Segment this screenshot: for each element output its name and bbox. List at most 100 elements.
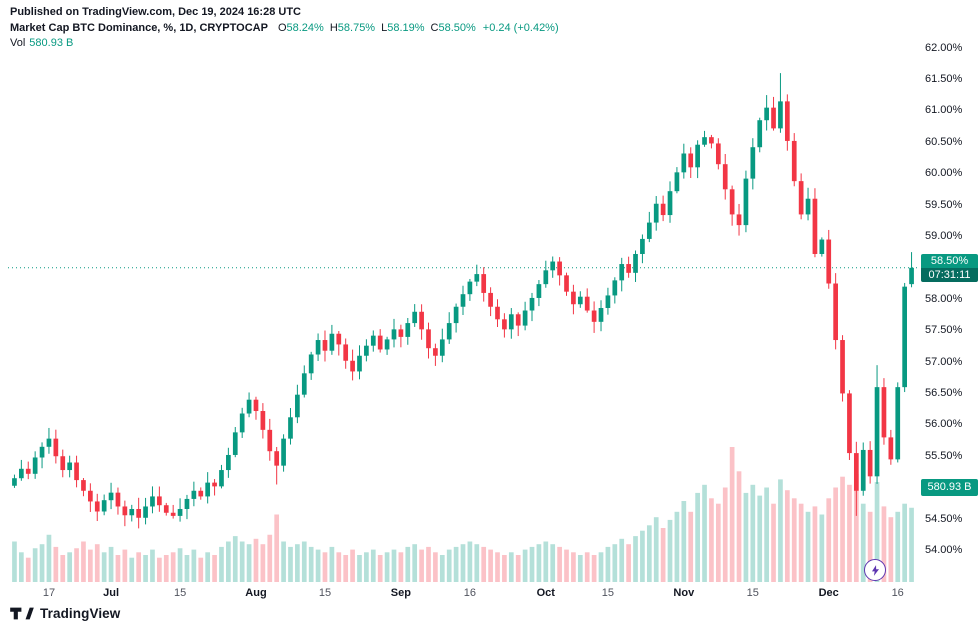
volume-bar xyxy=(46,534,52,582)
volume-bar xyxy=(826,498,832,582)
candle-body xyxy=(791,140,797,182)
candle-body xyxy=(74,462,79,481)
candle-body xyxy=(81,480,86,491)
volume-bar xyxy=(750,484,756,582)
volume-bar xyxy=(205,552,211,582)
volume-bar xyxy=(101,552,107,582)
candle-body xyxy=(881,387,887,438)
candle-body xyxy=(646,222,652,239)
current-price-value: 58.50% xyxy=(921,254,978,269)
candle-body xyxy=(53,438,59,457)
volume-bar xyxy=(364,552,369,582)
candle-body xyxy=(543,270,549,285)
candle-body xyxy=(460,294,466,307)
candle-body xyxy=(439,339,445,356)
candle-body xyxy=(764,107,769,121)
candle-body xyxy=(640,238,645,254)
candle-body xyxy=(88,490,93,502)
volume-bar xyxy=(377,555,383,582)
candle-body xyxy=(129,508,135,516)
volume-bar xyxy=(412,544,418,582)
volume-bar xyxy=(398,552,404,582)
volume-bar xyxy=(688,511,694,582)
candle-body xyxy=(281,438,286,466)
volume-bar xyxy=(736,471,742,582)
volume-bar xyxy=(315,549,321,582)
volume-bar xyxy=(115,555,121,582)
candle-body xyxy=(19,468,24,479)
volume-bar xyxy=(467,541,473,582)
candle-body xyxy=(702,137,707,145)
volume-bar xyxy=(660,528,666,582)
volume-bar xyxy=(729,447,735,582)
candle-body xyxy=(508,314,514,330)
candle-body xyxy=(778,101,783,129)
published-caption: Published on TradingView.com, Dec 19, 20… xyxy=(10,6,301,18)
change-value: +0.24 (+0.42%) xyxy=(482,22,559,34)
flash-icon[interactable] xyxy=(864,559,886,581)
volume-legend: Vol 580.93 B xyxy=(10,37,73,49)
candle-body xyxy=(212,482,217,487)
volume-bar xyxy=(847,484,852,582)
candle-body xyxy=(771,107,776,129)
volume-bar xyxy=(522,549,528,582)
volume-bar xyxy=(288,546,293,582)
candle-body xyxy=(295,394,300,418)
candle-body xyxy=(46,438,52,447)
candle-body xyxy=(474,274,480,282)
candle-body xyxy=(784,101,790,141)
candle-body xyxy=(101,500,107,512)
close-value: 58.50% xyxy=(438,22,476,34)
volume-bar xyxy=(591,555,597,582)
tradingview-footer[interactable]: TradingView xyxy=(9,605,120,622)
volume-bar xyxy=(39,544,45,582)
candle-body xyxy=(605,295,611,308)
candle-body xyxy=(122,506,128,516)
candle-body xyxy=(370,335,376,346)
candle-body xyxy=(633,253,638,273)
volume-bar xyxy=(888,517,894,582)
volume-bar xyxy=(633,536,638,582)
volume-bar xyxy=(481,546,487,582)
candle-body xyxy=(688,153,694,168)
volume-bar xyxy=(902,503,907,582)
volume-bar xyxy=(184,555,190,582)
candle-body xyxy=(750,147,756,179)
volume-bar xyxy=(474,544,480,582)
candle-body xyxy=(895,387,901,460)
candle-body xyxy=(584,296,590,311)
volume-bar xyxy=(764,487,769,582)
candle-body xyxy=(12,478,17,486)
candle-body xyxy=(260,411,266,430)
x-axis-label: 16 xyxy=(463,587,477,599)
candle-body xyxy=(205,482,211,497)
x-axis-label: 16 xyxy=(891,587,904,599)
candle-body xyxy=(315,340,321,355)
candle-body xyxy=(94,501,100,512)
candle-body xyxy=(467,281,473,295)
low-label: L xyxy=(381,22,388,34)
volume-bar xyxy=(695,492,700,582)
candle-body xyxy=(619,264,625,281)
volume-bar xyxy=(605,546,611,582)
volume-bar xyxy=(722,487,728,582)
candle-body xyxy=(226,454,231,471)
volume-bar xyxy=(343,555,349,582)
candle-body xyxy=(812,198,818,254)
volume-bar xyxy=(778,479,783,582)
volume-bar xyxy=(336,552,342,582)
candle-body xyxy=(377,335,383,350)
candle-body xyxy=(384,339,390,350)
candle-body xyxy=(301,373,307,395)
volume-bar xyxy=(426,546,431,582)
volume-bar xyxy=(439,555,445,582)
candle-body xyxy=(163,505,169,513)
candle-body xyxy=(536,284,542,298)
candle-body xyxy=(364,345,369,356)
candle-body xyxy=(874,387,880,477)
volume-bar xyxy=(53,546,59,582)
time-axis[interactable]: 17 Jul 15 Aug 15 Sep 16 Oct 15 Nov 15 Dec 16 xyxy=(0,587,980,603)
candle-body xyxy=(909,267,914,285)
candle-body xyxy=(571,291,576,305)
